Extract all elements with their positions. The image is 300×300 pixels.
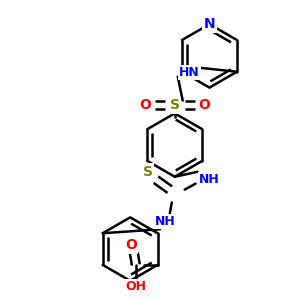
Text: HN: HN bbox=[179, 66, 200, 79]
Text: N: N bbox=[204, 17, 215, 31]
Text: O: O bbox=[125, 238, 137, 252]
Text: S: S bbox=[170, 98, 180, 112]
Text: O: O bbox=[139, 98, 151, 112]
Text: NH: NH bbox=[154, 215, 175, 228]
Text: O: O bbox=[199, 98, 210, 112]
Text: NH: NH bbox=[199, 173, 220, 186]
Text: OH: OH bbox=[125, 280, 146, 293]
Text: S: S bbox=[143, 165, 153, 179]
